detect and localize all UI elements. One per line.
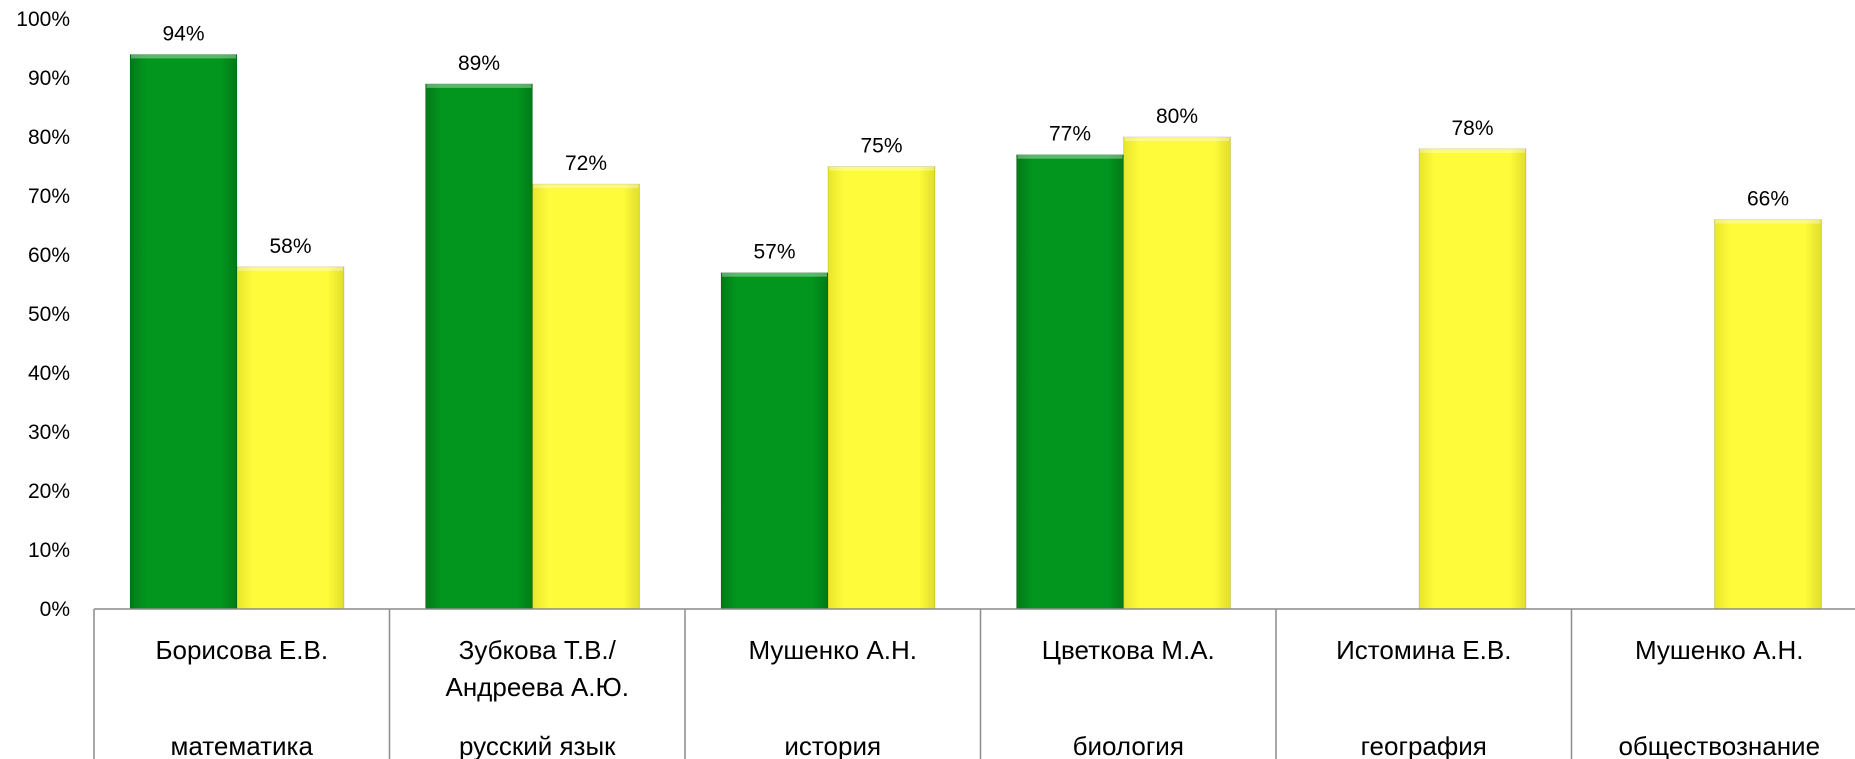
bar: [1418, 148, 1527, 610]
data-label: 72%: [565, 152, 607, 175]
data-label: 57%: [753, 241, 795, 264]
category-label: Мушенко А.Н.: [1635, 635, 1804, 665]
y-tick-label: 60%: [28, 244, 70, 267]
data-label: 94%: [162, 22, 204, 45]
subject-label: русский язык: [459, 731, 616, 759]
bar-highlight: [426, 83, 532, 88]
subject-label: география: [1361, 731, 1487, 759]
y-tick-label: 40%: [28, 362, 70, 385]
bar: [827, 166, 936, 610]
data-label: 89%: [458, 52, 500, 75]
bar-highlight: [829, 166, 934, 171]
y-tick-label: 70%: [28, 185, 70, 208]
bar-highlight: [1017, 154, 1123, 159]
bars: [129, 53, 1822, 610]
y-tick-label: 20%: [28, 480, 70, 503]
bar: [1016, 154, 1124, 610]
data-label: 75%: [860, 135, 902, 158]
subject-label: история: [784, 731, 881, 759]
bar: [425, 83, 533, 610]
bar: [129, 53, 238, 610]
bar: [1714, 219, 1822, 610]
x-axis: [93, 608, 1855, 759]
subject-label: математика: [171, 731, 314, 759]
y-tick-label: 0%: [40, 598, 70, 621]
category-label: Мушенко А.Н.: [748, 635, 917, 665]
category-label: Борисова Е.В.: [155, 635, 328, 665]
bar-highlight: [238, 266, 343, 271]
bar-highlight: [1715, 219, 1821, 224]
bar-highlight: [722, 272, 827, 277]
bar: [532, 183, 640, 610]
data-label: 66%: [1747, 188, 1789, 211]
y-tick-label: 50%: [28, 303, 70, 326]
subject-label: биология: [1073, 731, 1184, 759]
bar-highlight: [1420, 148, 1525, 153]
y-tick-label: 80%: [28, 126, 70, 149]
category-label: Андреева А.Ю.: [445, 672, 629, 702]
data-label: 58%: [269, 235, 311, 258]
category-labels: Борисова Е.В. математика Зубкова Т.В./ Андр…: [155, 635, 1820, 759]
y-tick-label: 30%: [28, 421, 70, 444]
y-tick-label: 100%: [16, 8, 70, 31]
data-label: 80%: [1156, 105, 1198, 128]
category-label: Истомина Е.В.: [1336, 635, 1511, 665]
category-label: Цветкова М.А.: [1042, 635, 1215, 665]
bar-highlight: [131, 54, 236, 59]
bar-highlight: [1124, 137, 1230, 141]
data-label: 78%: [1451, 117, 1493, 140]
y-tick-label: 10%: [28, 539, 70, 562]
y-tick-label: 90%: [28, 67, 70, 90]
bar: [1123, 136, 1231, 610]
y-axis-ticks: 0% 10% 20% 30% 40% 50% 60% 70% 80% 90% 100%: [16, 8, 70, 621]
data-labels: 94% 89% 57% 77% 58% 72% 75% 80% 78% 66%: [162, 22, 1789, 263]
bar-highlight: [533, 184, 639, 189]
category-label: Зубкова Т.В./: [459, 635, 617, 665]
subject-label: обществознание: [1618, 731, 1820, 759]
bar: [236, 266, 345, 610]
data-label: 77%: [1049, 123, 1091, 146]
bar: [720, 272, 829, 610]
